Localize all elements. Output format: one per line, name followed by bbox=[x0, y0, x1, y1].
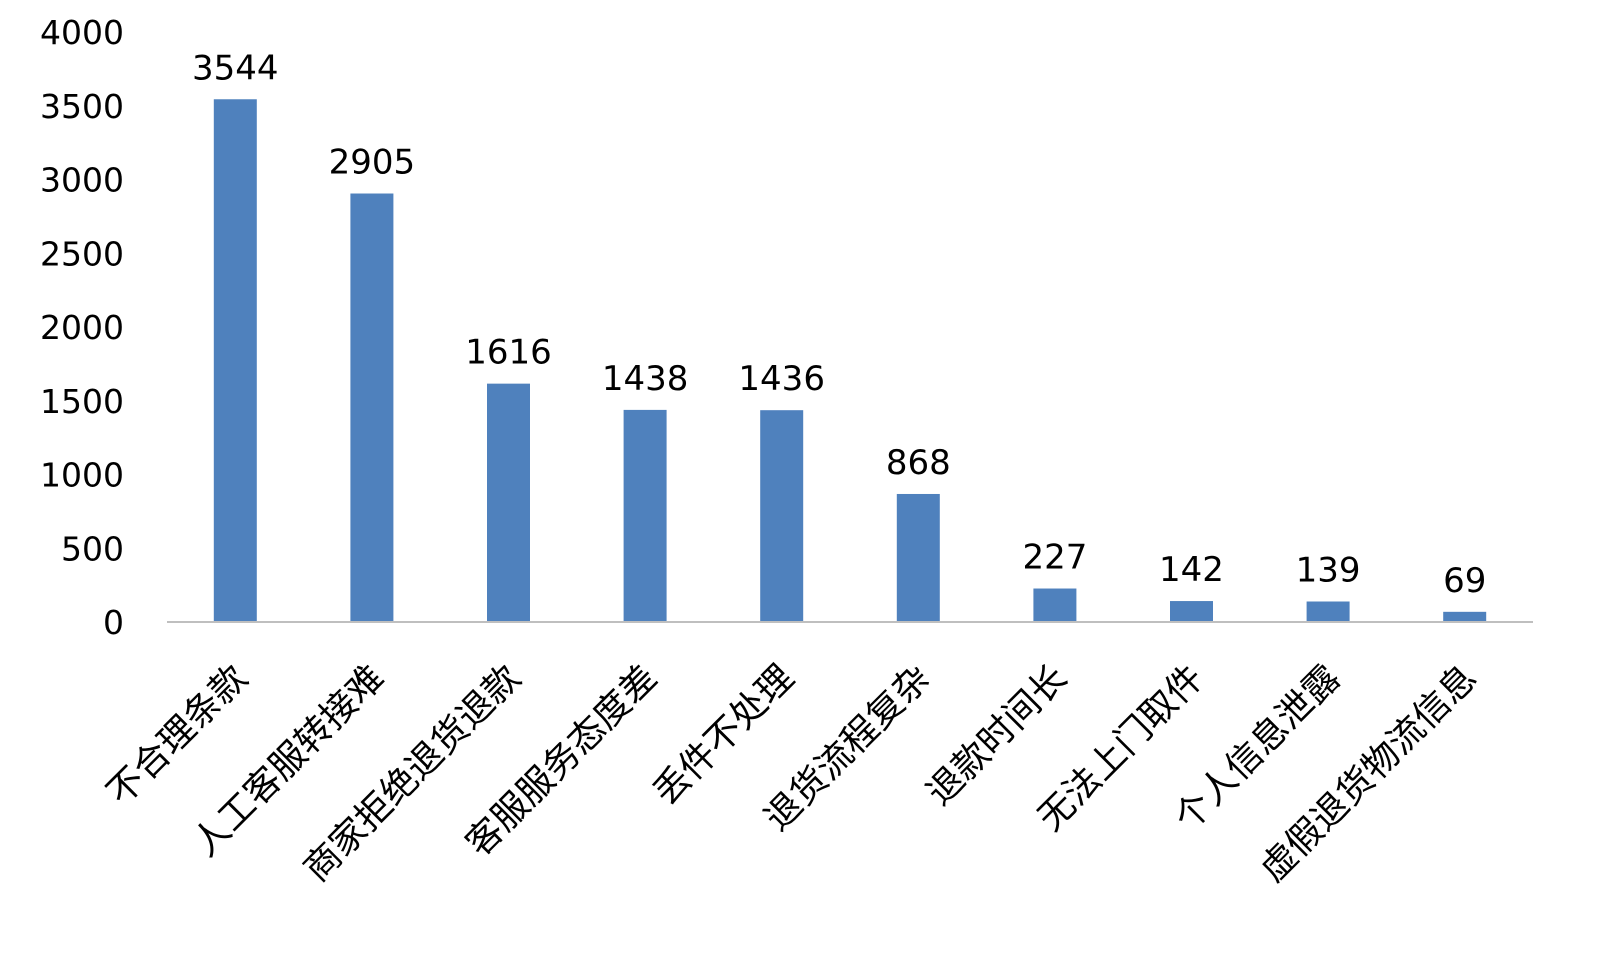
bar bbox=[213, 99, 257, 622]
data-label: 3544 bbox=[192, 48, 279, 88]
bars bbox=[213, 99, 1487, 622]
bar bbox=[1033, 588, 1077, 622]
category-labels: 不合理条款人工客服转接难商家拒绝退货退款客服服务态度差丢件不处理退货流程复杂退款… bbox=[99, 657, 1485, 890]
data-label: 142 bbox=[1159, 550, 1224, 590]
y-tick-label: 1500 bbox=[40, 382, 124, 421]
bar bbox=[1306, 601, 1350, 622]
data-label: 227 bbox=[1022, 538, 1087, 578]
data-label: 2905 bbox=[329, 143, 416, 183]
y-tick-label: 500 bbox=[61, 529, 124, 568]
data-label: 139 bbox=[1296, 550, 1361, 590]
bar bbox=[350, 193, 394, 622]
y-tick-label: 0 bbox=[103, 603, 124, 642]
bar bbox=[760, 410, 804, 622]
y-tick-label: 1000 bbox=[40, 456, 124, 495]
y-axis-ticks: 0 500 1000 1500 2000 2500 3000 3500 4000 bbox=[40, 13, 124, 642]
y-tick-label: 3000 bbox=[40, 161, 124, 200]
y-tick-label: 2500 bbox=[40, 234, 124, 273]
bar bbox=[487, 383, 530, 622]
data-label: 1438 bbox=[602, 359, 689, 399]
bar bbox=[896, 493, 940, 622]
y-tick-label: 2000 bbox=[40, 308, 124, 347]
data-label: 1616 bbox=[465, 333, 552, 373]
y-tick-label: 4000 bbox=[40, 13, 124, 52]
bar bbox=[623, 409, 667, 622]
data-label: 868 bbox=[886, 443, 951, 483]
y-tick-label: 3500 bbox=[40, 87, 124, 126]
bar bbox=[1170, 601, 1213, 622]
data-labels: 3544 2905 1616 1438 1436 868 227 142 139 69 bbox=[192, 48, 1486, 601]
bar bbox=[1443, 611, 1487, 622]
data-label: 69 bbox=[1443, 561, 1486, 601]
data-label: 1436 bbox=[738, 359, 825, 399]
